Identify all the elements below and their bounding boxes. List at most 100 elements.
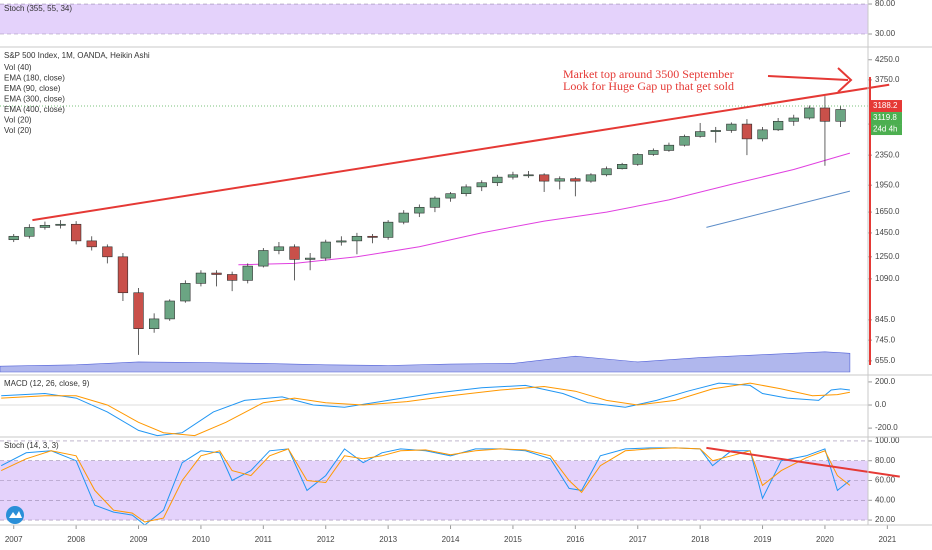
y-tick-label: 845.0: [875, 315, 896, 324]
y-tick-label: 4250.0: [875, 55, 900, 64]
candle-body: [757, 129, 768, 140]
candle-body: [226, 274, 238, 281]
candle-body: [86, 240, 97, 248]
panel: [0, 440, 868, 525]
candle-body: [180, 283, 191, 302]
y-tick-label: 1090.0: [875, 274, 900, 283]
x-tick-label: 2020: [816, 535, 834, 544]
candle-body: [133, 292, 144, 329]
y-tick-label: 655.0: [875, 356, 896, 365]
y-tick-label: 2350.0: [875, 150, 900, 159]
price-label: 3119.8: [873, 113, 897, 122]
x-tick-label: 2010: [192, 535, 210, 544]
macd-line: [1, 382, 850, 437]
candle-body: [773, 120, 784, 131]
countdown-bg: [870, 124, 902, 136]
candle-body: [492, 176, 503, 184]
candle-body: [445, 193, 456, 199]
band: [0, 460, 868, 521]
candle-body: [24, 227, 35, 237]
candle-body: [476, 182, 487, 188]
candle-body: [195, 272, 207, 284]
y-tick-label: 20.00: [875, 515, 896, 524]
candle-body: [523, 174, 534, 177]
candle-body: [554, 178, 565, 182]
stoch-line: [0, 447, 851, 523]
annotation: Market top around 3500 September: [563, 67, 734, 81]
candle-body: [70, 223, 82, 242]
candle-body: [726, 123, 737, 131]
x-tick-label: 2012: [317, 535, 335, 544]
x-tick-label: 2019: [754, 535, 772, 544]
y-tick-label: 80.00: [875, 0, 896, 8]
y-tick-label: 100.00: [875, 436, 900, 445]
layers: 80.00 30.00 Stoch (355, 55, 34) 4250.0 3750.…: [0, 0, 902, 544]
candle-body: [601, 168, 612, 176]
candle-body: [367, 235, 378, 238]
logo: [6, 506, 24, 524]
annotation: Look for Huge Gap up that get sold: [563, 79, 734, 93]
y-tick-label: -200.0: [875, 423, 898, 432]
panel-title: S&P 500 Index, 1M, OANDA, Heikin Ashi: [4, 51, 150, 60]
candle-body: [507, 174, 519, 178]
x-tick-label: 2017: [629, 535, 647, 544]
y-tick-label: 1250.0: [875, 252, 900, 261]
y-tick-label: 60.00: [875, 476, 896, 485]
y-tick-label: 1450.0: [875, 228, 900, 237]
candle-body: [273, 246, 285, 251]
panel: [0, 96, 868, 373]
candle-body: [8, 235, 19, 241]
macd-line: [1, 382, 850, 437]
price-label-bg: [870, 112, 902, 125]
y-tick-label: 3750.0: [875, 75, 900, 84]
candle-body: [320, 241, 331, 259]
x-tick-label: 2018: [691, 535, 709, 544]
x-tick-label: 2021: [878, 535, 896, 544]
x-tick-label: 2014: [442, 535, 460, 544]
candle-body: [539, 174, 550, 182]
y-tick-label: 1650.0: [875, 207, 900, 216]
panel: [0, 382, 868, 437]
candle-body: [741, 123, 753, 140]
candle-body: [289, 246, 300, 260]
legend-entry: EMA (300, close): [4, 95, 65, 104]
y-tick-label: 1950.0: [875, 180, 900, 189]
ema-line: [706, 190, 851, 228]
candle-body: [461, 186, 472, 194]
candle-body: [117, 256, 129, 294]
logo-mark: [9, 511, 22, 518]
candle-body: [819, 107, 831, 122]
legend-entry: EMA (180, close): [4, 74, 65, 83]
candle-body: [351, 235, 363, 242]
x-tick-label: 2016: [566, 535, 584, 544]
y-tick-label: 200.0: [875, 377, 896, 386]
candle-body: [39, 225, 51, 228]
candle-body: [710, 130, 721, 132]
trend-line: [32, 83, 890, 222]
candle-body: [148, 318, 160, 329]
candle-body: [336, 240, 347, 243]
candle-body: [429, 197, 441, 208]
price-label-bg: [870, 100, 902, 113]
x-tick-label: 2015: [504, 535, 522, 544]
legend-entry: Vol (20): [4, 126, 32, 135]
x-tick-label: 2009: [130, 535, 148, 544]
candle-body: [570, 178, 581, 182]
y-tick-label: 0.0: [875, 400, 887, 409]
candle-body: [663, 144, 675, 151]
arrow-head: [837, 67, 853, 93]
legend-entry: EMA (90, close): [4, 84, 61, 93]
candle-body: [648, 150, 659, 155]
candle-body: [788, 117, 799, 122]
y-tick-label: 30.00: [875, 29, 896, 38]
legend-entry: Vol (20): [4, 116, 32, 125]
price-label: 3188.2: [873, 101, 898, 110]
countdown: 24d 4h: [873, 125, 897, 134]
y-tick-label: 80.00: [875, 456, 896, 465]
candle-body: [211, 272, 222, 275]
arrow-line: [767, 75, 849, 81]
candle-body: [258, 250, 269, 267]
panel-title: MACD (12, 26, close, 9): [4, 379, 90, 388]
ema-line: [238, 152, 851, 266]
